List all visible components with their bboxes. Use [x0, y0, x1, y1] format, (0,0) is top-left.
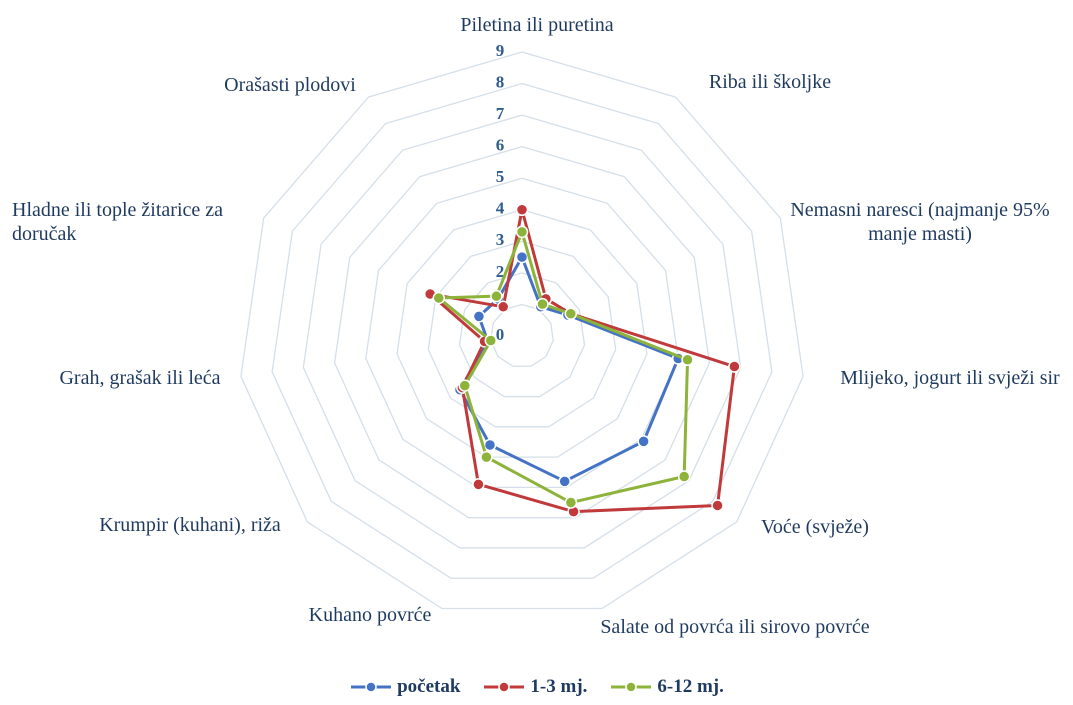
category-label: Piletina ili puretina	[460, 14, 614, 36]
r-tick-label: 3	[496, 230, 505, 249]
category-label: Salate od povrća ili sirovo povrće	[600, 616, 870, 638]
r-tick-label: 8	[496, 72, 505, 91]
grid-ring	[427, 240, 617, 428]
legend-dot	[365, 681, 377, 693]
data-point	[515, 250, 529, 264]
data-point	[458, 379, 472, 392]
r-tick-label: 0	[496, 325, 505, 344]
legend-marker	[351, 681, 392, 693]
r-tick-label: 5	[496, 167, 505, 186]
legend-item: 6-12 mj.	[609, 676, 724, 698]
legend-marker	[611, 681, 652, 693]
legend-dot	[498, 681, 511, 693]
category-label: Riba ili školjke	[708, 71, 832, 93]
data-point	[496, 300, 510, 314]
category-label: Kuhano povrće	[308, 604, 432, 626]
data-point	[480, 450, 493, 464]
legend-label: 6-12 mj.	[657, 676, 724, 697]
grid-ring	[271, 82, 773, 579]
data-point	[564, 307, 578, 320]
data-point	[558, 475, 571, 488]
grid-ring	[333, 145, 711, 519]
r-tick-label: 4	[496, 199, 505, 218]
legend-label: 1-3 mj.	[530, 676, 588, 697]
data-point	[515, 225, 529, 239]
data-point	[432, 291, 446, 305]
category-label: Hladne ili tople žitarice za doručak	[12, 199, 224, 245]
grid-ring	[240, 51, 804, 610]
data-point	[728, 360, 741, 373]
legend-dot	[625, 681, 638, 693]
data-point	[483, 438, 497, 452]
category-label: Orašasti plodovi	[224, 74, 356, 96]
r-tick-label: 7	[496, 104, 505, 123]
legend-label: početak	[397, 676, 461, 697]
legend: početak 1-3 mj. 6-12 mj.	[0, 676, 1073, 698]
data-point	[681, 353, 694, 367]
grid-ring	[365, 177, 679, 489]
grid-ring	[458, 272, 586, 398]
data-point	[515, 203, 529, 217]
r-tick-label: 2	[496, 262, 505, 281]
data-point	[536, 297, 549, 311]
data-point	[637, 435, 650, 448]
data-point	[711, 499, 724, 512]
data-point	[564, 496, 578, 509]
category-label: Grah, grašak ili leća	[59, 367, 221, 389]
data-point	[490, 289, 503, 303]
data-point	[677, 470, 691, 483]
legend-item: početak	[349, 676, 460, 698]
category-label: Krumpir (kuhani), riža	[99, 514, 281, 536]
r-tick-label: 9	[496, 41, 505, 60]
r-tick-label: 6	[496, 136, 505, 155]
legend-item: 1-3 mj.	[482, 676, 587, 698]
category-label: Mlijeko, jogurt ili svježi sir	[840, 367, 1060, 389]
category-label: Nemasni naresci (najmanje 95% manje mast…	[790, 199, 1050, 245]
data-point	[472, 478, 485, 491]
category-label: Voće (svježe)	[761, 516, 869, 538]
data-point	[472, 310, 486, 323]
legend-marker	[484, 681, 525, 693]
data-point	[484, 334, 498, 347]
grid-ring	[490, 303, 554, 367]
grid-ring	[396, 209, 648, 458]
grid-ring	[302, 114, 742, 549]
